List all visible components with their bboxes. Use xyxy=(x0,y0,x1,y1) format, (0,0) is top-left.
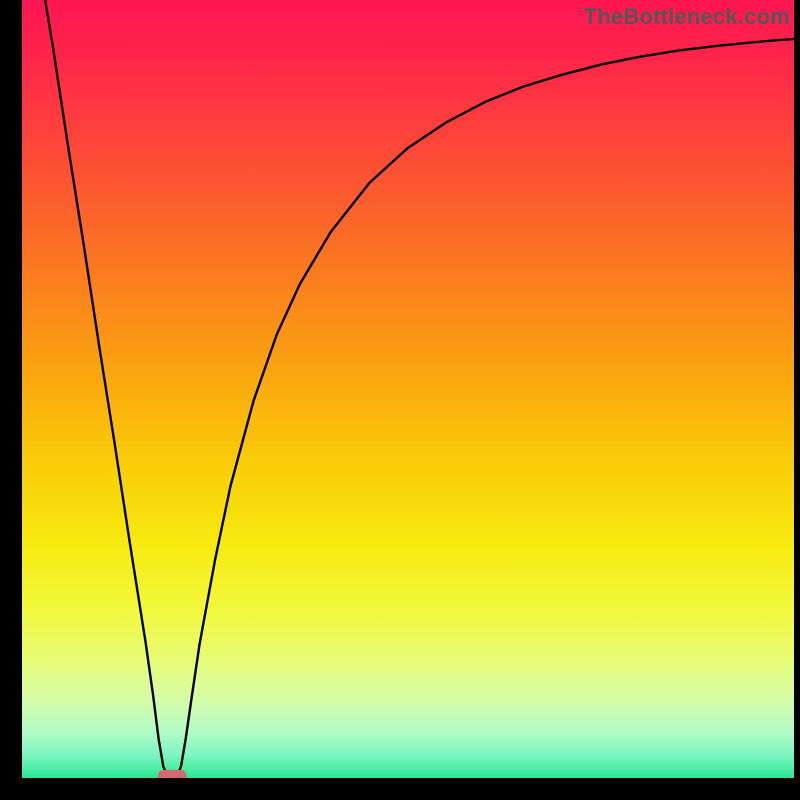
plot-area xyxy=(22,0,794,778)
bottleneck-curve xyxy=(45,0,794,776)
optimal-marker xyxy=(158,770,187,778)
curve-overlay xyxy=(22,0,794,778)
attribution-label: TheBottleneck.com xyxy=(584,4,790,30)
bottleneck-chart: TheBottleneck.com xyxy=(0,0,800,800)
